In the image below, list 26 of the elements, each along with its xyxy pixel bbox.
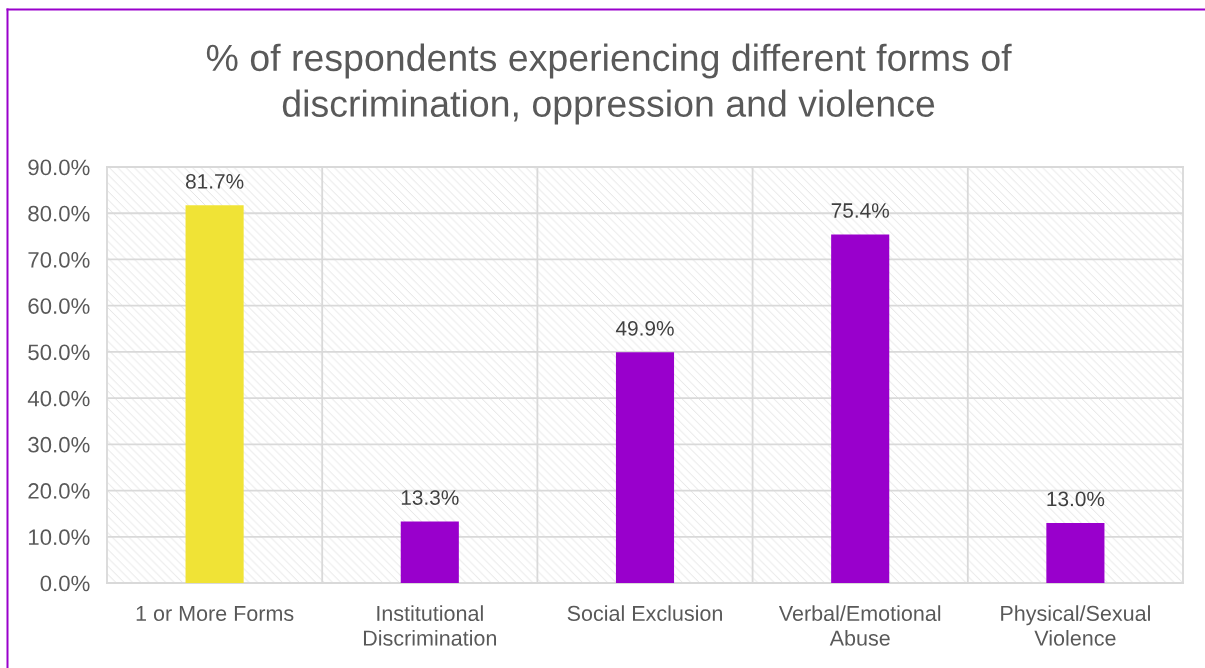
x-tick-label: Physical/Sexual Violence <box>1001 605 1150 646</box>
x-tick-label: 1 or More Forms <box>136 606 294 622</box>
data-label: 49.9% <box>615 320 674 336</box>
x-tick-label: Institutional Discrimination <box>363 605 496 646</box>
data-label: 13.0% <box>1047 491 1105 507</box>
y-tick-label: 40.0% <box>27 390 90 407</box>
y-tick-label: 20.0% <box>28 483 90 499</box>
bar <box>1046 522 1105 583</box>
y-tick-label: 50.0% <box>28 344 90 361</box>
bar <box>831 234 890 583</box>
bar <box>400 521 459 583</box>
data-label: 13.3% <box>401 490 459 505</box>
chart-title: % of respondents experiencing different forms of discrimination, oppression and violence <box>206 43 1012 125</box>
y-tick-label: 80.0% <box>28 205 90 222</box>
y-tick-label: 10.0% <box>29 529 90 546</box>
bar <box>615 352 675 583</box>
y-tick-label: 90.0% <box>28 159 90 176</box>
y-tick-label: 0.0% <box>40 575 90 592</box>
data-label: 75.4% <box>831 203 889 218</box>
x-tick-label: Verbal/Emotional Abuse <box>778 605 941 646</box>
data-label: 81.7% <box>185 173 244 189</box>
x-tick-label: Social Exclusion <box>567 605 722 622</box>
y-tick-label: 70.0% <box>28 251 90 268</box>
y-tick-label: 60.0% <box>28 298 90 314</box>
bar <box>185 205 244 583</box>
y-tick-label: 30.0% <box>28 436 90 453</box>
